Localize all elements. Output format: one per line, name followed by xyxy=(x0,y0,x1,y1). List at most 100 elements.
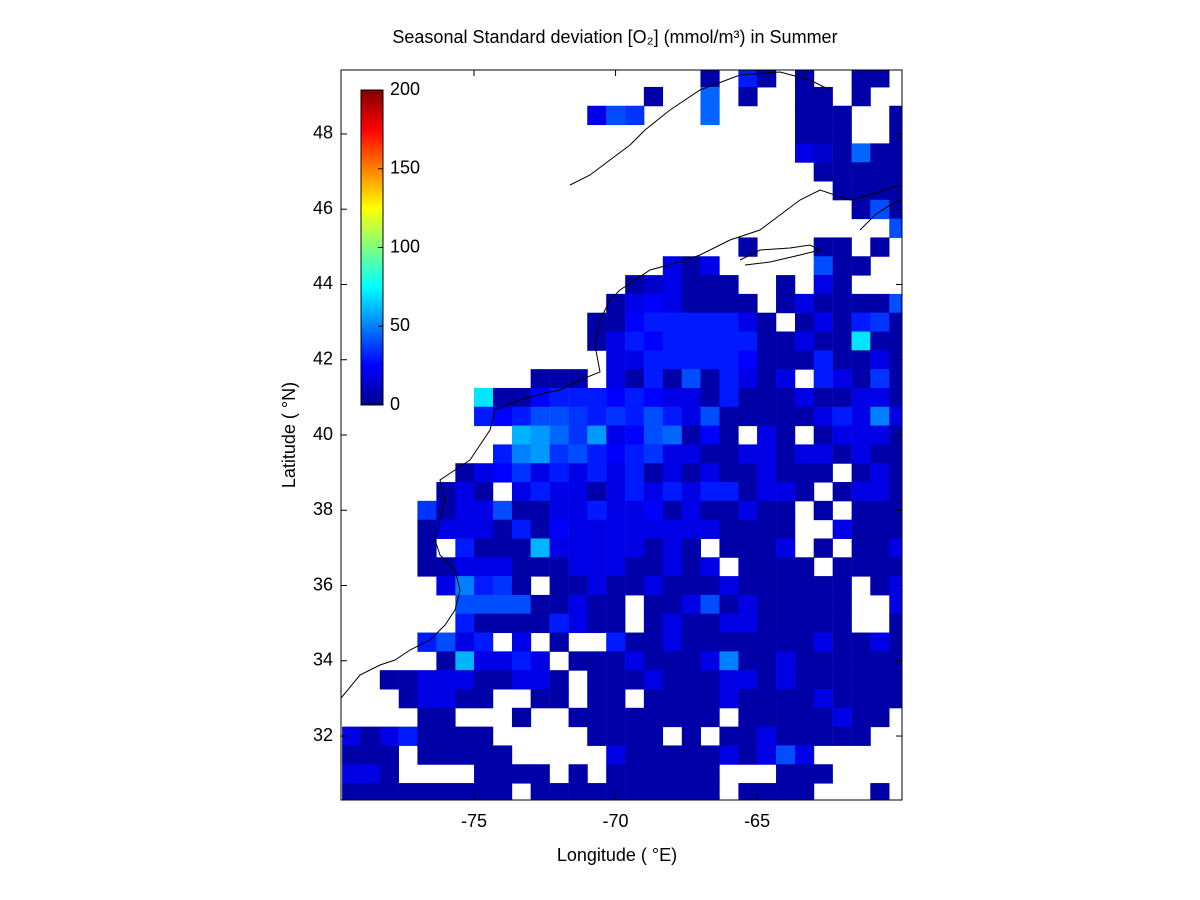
cell xyxy=(813,162,833,182)
cell xyxy=(813,594,833,615)
cell xyxy=(492,594,513,615)
cell xyxy=(757,350,777,370)
cell xyxy=(492,783,513,800)
cell xyxy=(870,670,890,690)
cell xyxy=(530,500,550,521)
cell xyxy=(511,463,532,483)
cell xyxy=(757,670,777,690)
cell xyxy=(568,387,588,408)
cell xyxy=(889,651,902,671)
cell xyxy=(625,331,645,351)
cell xyxy=(870,387,890,408)
cell xyxy=(455,519,475,539)
cell xyxy=(568,707,588,728)
cell xyxy=(587,444,607,464)
cell xyxy=(492,444,513,464)
cell xyxy=(851,500,871,521)
cell xyxy=(700,519,720,539)
cell xyxy=(681,613,701,634)
cell xyxy=(832,651,852,671)
cell xyxy=(889,105,902,126)
cell xyxy=(643,670,664,690)
cell xyxy=(606,105,626,126)
cell xyxy=(662,293,683,314)
cell xyxy=(889,218,902,238)
cell xyxy=(606,387,626,408)
cell xyxy=(549,557,569,577)
cell xyxy=(625,632,645,652)
cell xyxy=(700,463,720,483)
cell xyxy=(662,745,683,765)
cell xyxy=(568,764,588,784)
cell xyxy=(757,726,777,746)
cell xyxy=(851,482,871,502)
cell xyxy=(681,406,701,427)
cell xyxy=(662,613,683,634)
cell xyxy=(511,519,532,539)
cell xyxy=(738,632,758,652)
cell xyxy=(870,331,890,351)
cell xyxy=(738,613,758,634)
cell xyxy=(681,726,701,746)
cell xyxy=(700,369,720,389)
cell xyxy=(757,613,777,634)
cell xyxy=(587,425,607,445)
cell xyxy=(851,406,871,427)
cell xyxy=(455,594,475,615)
cell xyxy=(795,707,815,728)
cell xyxy=(889,576,902,596)
cell xyxy=(474,764,494,784)
cell xyxy=(757,369,777,389)
cell xyxy=(832,670,852,690)
cell xyxy=(757,557,777,577)
cell xyxy=(889,444,902,464)
cell xyxy=(700,557,720,577)
cell xyxy=(738,293,758,314)
cell xyxy=(625,275,645,295)
cell xyxy=(511,670,532,690)
cell xyxy=(889,538,902,558)
cell xyxy=(776,387,796,408)
cell xyxy=(568,369,588,389)
cell xyxy=(738,557,758,577)
colorbar-tick-label: 100 xyxy=(390,236,420,256)
cell xyxy=(832,275,852,295)
cell xyxy=(851,293,871,314)
cell xyxy=(719,519,739,539)
cell xyxy=(776,688,796,709)
cell xyxy=(625,726,645,746)
cell xyxy=(757,519,777,539)
cell xyxy=(492,764,513,784)
cell xyxy=(757,783,777,800)
cell xyxy=(587,557,607,577)
cell xyxy=(662,519,683,539)
cell xyxy=(511,500,532,521)
cell xyxy=(568,557,588,577)
cell xyxy=(568,538,588,558)
cell xyxy=(813,613,833,634)
colorbar-tick-label: 0 xyxy=(390,394,400,414)
cell xyxy=(360,745,380,765)
cell xyxy=(643,745,664,765)
cell xyxy=(606,632,626,652)
cell xyxy=(832,293,852,314)
cell xyxy=(662,256,683,276)
cell xyxy=(643,594,664,615)
cell xyxy=(795,557,815,577)
cell xyxy=(587,331,607,351)
cell xyxy=(662,406,683,427)
cell xyxy=(662,632,683,652)
cell xyxy=(832,613,852,634)
cell xyxy=(606,764,626,784)
cell xyxy=(719,651,739,671)
cell xyxy=(776,331,796,351)
cell xyxy=(379,764,399,784)
cell xyxy=(549,500,569,521)
cell xyxy=(662,557,683,577)
cell xyxy=(870,70,890,88)
cell xyxy=(738,406,758,427)
cell xyxy=(738,444,758,464)
cell xyxy=(889,613,902,634)
cell xyxy=(738,670,758,690)
cell xyxy=(643,275,664,295)
